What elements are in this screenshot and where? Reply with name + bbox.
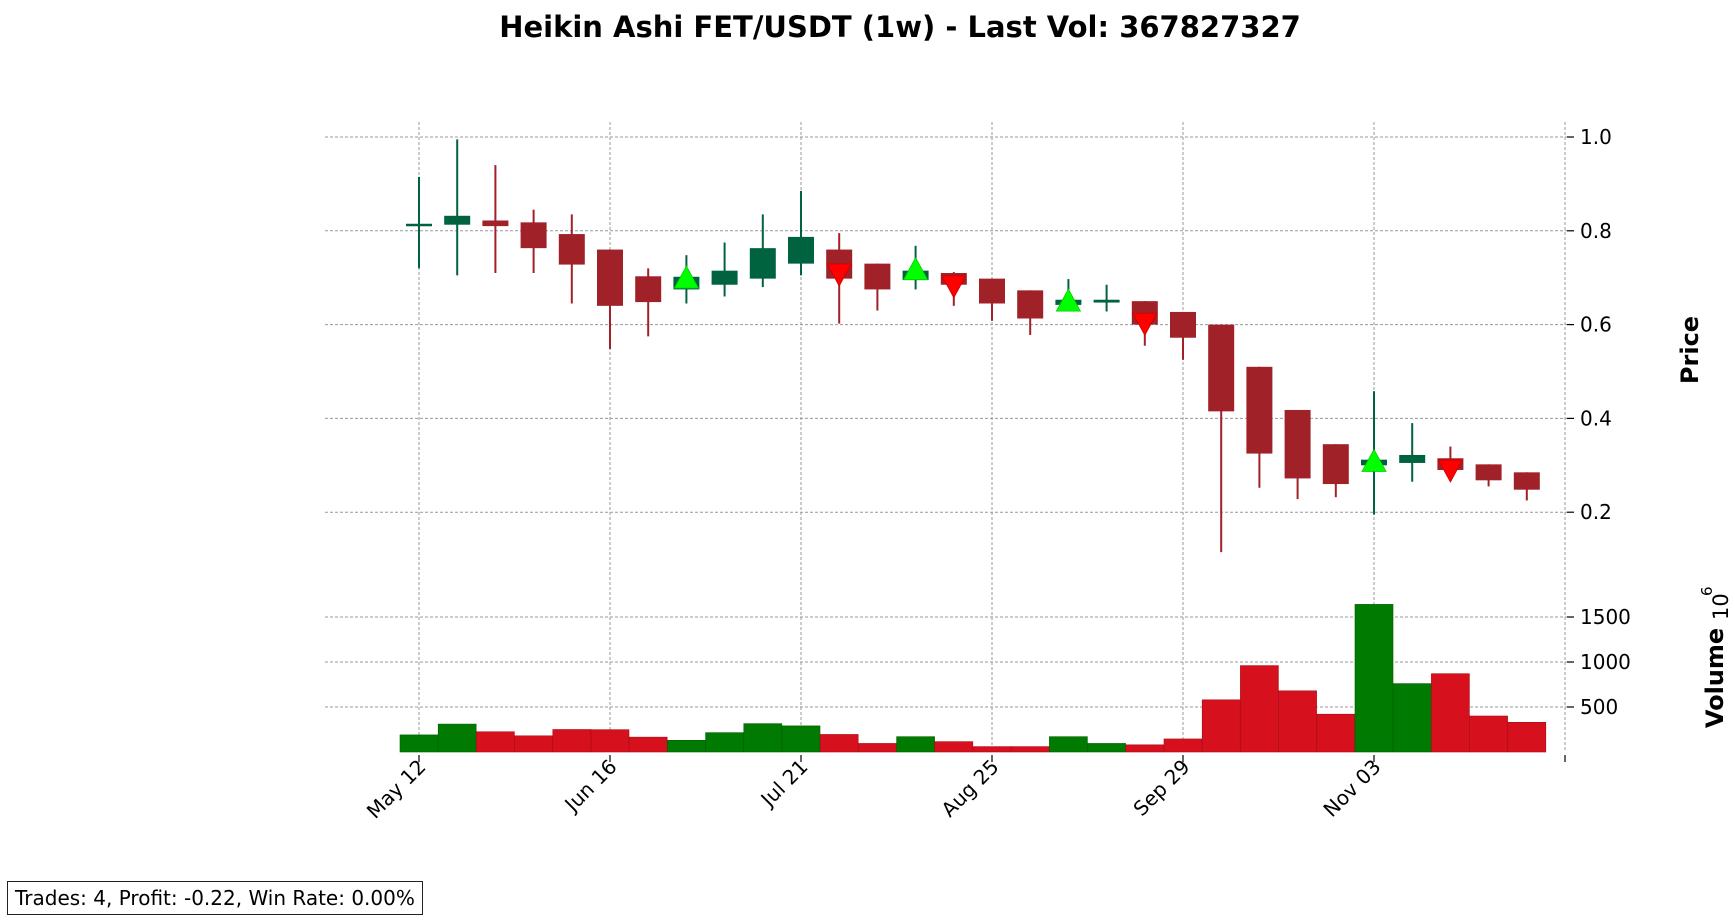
volume-bar [514, 735, 553, 753]
candle-body [749, 248, 776, 279]
volume-bar [1507, 721, 1547, 753]
x-tick-label: Jul 21 [755, 755, 813, 813]
volume-bar [1087, 743, 1126, 753]
price-tick-label: 0.8 [1580, 219, 1612, 243]
x-tick-label-group: Nov 03 [1318, 755, 1385, 822]
candle-body [1475, 464, 1502, 481]
candle-body [1284, 409, 1311, 479]
candle-body [1017, 290, 1044, 319]
sell-marker [1437, 459, 1464, 483]
trade-markers [673, 256, 1464, 483]
price-tick-label: 0.2 [1580, 500, 1612, 524]
volume-bar [1201, 699, 1241, 753]
volume-tick-label: 500 [1580, 695, 1618, 719]
volume-bar [1125, 744, 1165, 753]
volume-tick-label: 1500 [1580, 605, 1631, 629]
buy-marker [1361, 448, 1387, 472]
volume-bar [1316, 713, 1356, 753]
candle-body [558, 234, 585, 265]
volume-bar [590, 729, 630, 753]
price-tick-label: 1.0 [1580, 125, 1612, 149]
x-tick-label: May 12 [362, 755, 431, 824]
price-axis-label: Price [1676, 316, 1704, 384]
x-tick-label-group: Aug 25 [936, 755, 1003, 822]
volume-bar [1354, 604, 1394, 753]
volume-bar [437, 723, 477, 753]
volume-bar [972, 746, 1012, 753]
x-tick-label-group: May 12 [362, 755, 431, 824]
volume-bar [1010, 746, 1050, 753]
candle-body [788, 236, 814, 264]
x-tick-label: Jun 16 [559, 755, 622, 818]
volume-bar [476, 731, 515, 753]
volume-bar [1240, 665, 1279, 753]
candle-body [1246, 366, 1273, 454]
volume-bar [1469, 715, 1508, 753]
x-tick-label: Sep 29 [1128, 755, 1194, 821]
price-tick-label: 0.4 [1580, 406, 1612, 430]
volume-bar [399, 734, 439, 753]
candle-body [597, 249, 623, 306]
candle-body [711, 270, 738, 285]
volume-bar [934, 741, 974, 753]
volume-bar [1278, 690, 1317, 753]
x-tick-label-group: Jul 21 [755, 755, 813, 813]
price-tick-label: 0.6 [1580, 313, 1612, 337]
volume-bar [1431, 673, 1470, 753]
volume-bar [1163, 738, 1203, 753]
volume-multiplier-exponent: 6 [1698, 586, 1716, 596]
candle-body [979, 278, 1005, 304]
volume-bar [667, 739, 706, 753]
buy-marker [902, 256, 929, 281]
x-tick-label: Nov 03 [1318, 755, 1385, 822]
volume-tick-label: 1000 [1580, 650, 1631, 674]
candle-body [1093, 299, 1120, 303]
volume-bar [743, 723, 783, 753]
volume-bar [705, 732, 744, 753]
candle-body [1513, 472, 1540, 490]
candle-body [635, 276, 662, 303]
volume-bar [858, 743, 897, 753]
candle-body [1322, 444, 1349, 485]
sell-marker [826, 263, 852, 287]
candle-body [1208, 324, 1235, 412]
volume-axis-label: Volume [1701, 628, 1729, 728]
volume-multiplier-base: 10 [1709, 593, 1733, 620]
buy-marker [1055, 288, 1082, 312]
candle-body [520, 222, 547, 249]
volume-bars [399, 604, 1547, 753]
x-tick-label: Aug 25 [936, 755, 1003, 822]
volume-bar [819, 734, 859, 753]
chart-title: Heikin Ashi FET/USDT (1w) - Last Vol: 36… [499, 10, 1301, 44]
x-tick-label-group: Sep 29 [1128, 755, 1194, 821]
volume-bar [896, 736, 935, 753]
volume-bar [1049, 736, 1088, 753]
volume-bar [781, 725, 821, 753]
volume-bar [628, 736, 668, 753]
buy-marker [673, 265, 700, 289]
candle-body [864, 263, 891, 290]
stats-box: Trades: 4, Profit: -0.22, Win Rate: 0.00… [7, 881, 423, 915]
sell-marker [941, 275, 967, 299]
candle-body [444, 215, 471, 225]
candles [406, 139, 1540, 553]
candle-body [1170, 311, 1196, 338]
x-tick-label-group: Jun 16 [559, 755, 622, 818]
volume-bar [552, 729, 592, 753]
sell-marker [1132, 312, 1158, 337]
candle-body [482, 220, 509, 227]
candle-body [406, 223, 432, 227]
volume-bar [1392, 683, 1432, 753]
candle-body [1399, 454, 1426, 463]
